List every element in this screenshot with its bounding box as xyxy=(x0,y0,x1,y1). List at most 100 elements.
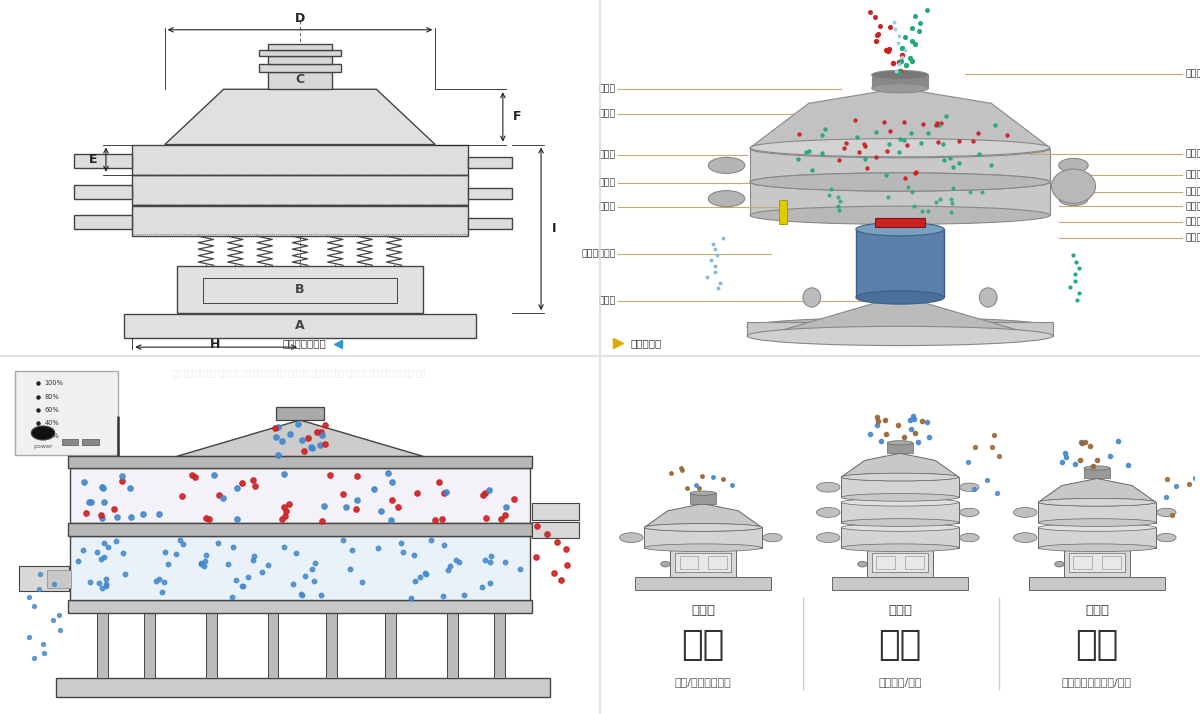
Bar xyxy=(70,536,530,600)
Bar xyxy=(67,523,533,536)
Circle shape xyxy=(1055,561,1064,567)
Ellipse shape xyxy=(841,493,959,501)
Bar xyxy=(73,185,132,198)
Bar xyxy=(19,566,68,591)
Ellipse shape xyxy=(1058,159,1088,172)
Ellipse shape xyxy=(856,291,944,304)
Ellipse shape xyxy=(841,498,959,506)
Ellipse shape xyxy=(816,483,840,492)
Ellipse shape xyxy=(1084,466,1110,470)
Bar xyxy=(841,502,959,523)
Bar xyxy=(446,613,457,678)
Bar xyxy=(868,548,932,578)
Bar xyxy=(144,613,155,678)
Bar xyxy=(1074,556,1092,570)
Text: 网　架: 网 架 xyxy=(1186,149,1200,159)
Bar xyxy=(748,322,1052,336)
Text: 外形尺寸示意图: 外形尺寸示意图 xyxy=(283,338,326,348)
Ellipse shape xyxy=(750,173,1050,191)
Bar xyxy=(83,439,98,446)
Ellipse shape xyxy=(763,533,782,542)
Bar xyxy=(708,556,726,570)
Bar xyxy=(1038,528,1156,548)
Ellipse shape xyxy=(748,318,1052,337)
Text: power: power xyxy=(34,444,53,449)
Text: 下部重锤: 下部重锤 xyxy=(1186,233,1200,243)
Ellipse shape xyxy=(644,544,762,552)
Ellipse shape xyxy=(708,157,745,174)
Bar xyxy=(326,613,337,678)
Text: 机　座: 机 座 xyxy=(599,296,616,306)
Ellipse shape xyxy=(960,533,979,542)
Ellipse shape xyxy=(1051,169,1096,203)
Bar xyxy=(176,266,424,313)
Ellipse shape xyxy=(1038,498,1156,506)
Bar xyxy=(1069,553,1126,572)
Bar xyxy=(674,553,731,572)
Ellipse shape xyxy=(1038,544,1156,552)
Ellipse shape xyxy=(1157,533,1176,542)
Text: 双层式: 双层式 xyxy=(1085,604,1109,617)
Ellipse shape xyxy=(841,473,959,481)
Ellipse shape xyxy=(1038,523,1156,531)
Bar xyxy=(1028,578,1165,590)
Text: 除杂: 除杂 xyxy=(1075,628,1118,662)
Ellipse shape xyxy=(960,483,979,491)
Bar xyxy=(532,521,578,538)
Bar xyxy=(644,528,762,548)
Text: 筛　网: 筛 网 xyxy=(1186,69,1200,78)
Text: 筛　盘: 筛 盘 xyxy=(1186,202,1200,211)
Ellipse shape xyxy=(750,139,1050,157)
Text: 80%: 80% xyxy=(44,393,59,400)
Bar xyxy=(832,578,968,590)
Text: 振动电机: 振动电机 xyxy=(1186,218,1200,227)
Text: A: A xyxy=(295,319,305,332)
Bar xyxy=(905,556,924,570)
Text: 进料口: 进料口 xyxy=(599,85,616,94)
Bar xyxy=(70,468,530,523)
Bar xyxy=(268,72,332,89)
Bar xyxy=(73,215,132,229)
Text: 结构示意图: 结构示意图 xyxy=(631,338,662,348)
Ellipse shape xyxy=(841,523,959,531)
Ellipse shape xyxy=(871,71,929,79)
Bar xyxy=(887,443,913,453)
Bar xyxy=(780,200,786,224)
Bar xyxy=(532,503,578,520)
Ellipse shape xyxy=(1157,508,1176,517)
Bar xyxy=(268,44,332,50)
Ellipse shape xyxy=(803,288,821,307)
Polygon shape xyxy=(644,503,762,528)
Text: F: F xyxy=(512,111,521,124)
Polygon shape xyxy=(1038,478,1156,502)
Ellipse shape xyxy=(750,140,1050,158)
Text: D: D xyxy=(295,11,305,24)
Bar xyxy=(468,157,511,169)
Bar xyxy=(1084,468,1110,478)
Bar xyxy=(47,570,71,588)
Bar xyxy=(276,407,324,420)
Bar xyxy=(268,613,278,678)
Text: 单层式: 单层式 xyxy=(691,604,715,617)
Bar xyxy=(679,556,698,570)
Bar xyxy=(841,477,959,498)
Bar xyxy=(14,371,118,455)
Polygon shape xyxy=(841,453,959,477)
Circle shape xyxy=(661,561,670,567)
Polygon shape xyxy=(164,89,436,144)
Ellipse shape xyxy=(841,473,959,481)
Bar xyxy=(56,678,550,697)
Text: 分级: 分级 xyxy=(682,628,725,662)
Bar xyxy=(132,145,468,175)
Text: 去除异物/结块: 去除异物/结块 xyxy=(878,677,922,687)
Ellipse shape xyxy=(856,223,944,236)
Ellipse shape xyxy=(816,508,840,518)
Text: 40%: 40% xyxy=(44,421,59,426)
Circle shape xyxy=(858,561,868,567)
Bar xyxy=(1064,548,1130,578)
Text: 去除液体中的颗粒/异物: 去除液体中的颗粒/异物 xyxy=(1062,677,1132,687)
Text: H: H xyxy=(210,338,220,351)
Text: 防尘盖: 防尘盖 xyxy=(599,109,616,119)
Text: 运输固定螺栓: 运输固定螺栓 xyxy=(582,249,616,258)
Bar xyxy=(670,548,736,578)
